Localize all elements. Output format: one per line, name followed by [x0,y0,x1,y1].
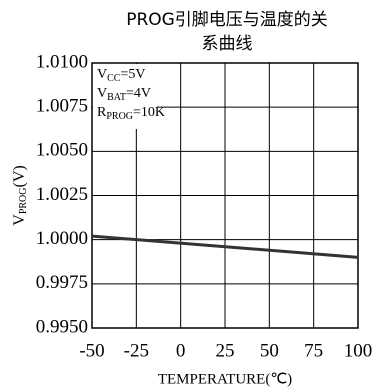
y-tick-label: 1.0100 [36,51,88,72]
plot-frame [91,62,359,329]
x-tick-label: 0 [176,340,186,361]
y-axis-label: VPROG(V) [11,165,30,225]
text-sub: BAT [107,92,126,103]
x-tick-label: 100 [344,340,373,361]
text-rest: =5V [120,67,145,82]
y-tick-label: 1.0075 [36,96,88,117]
x-tick-label: 25 [216,340,235,361]
annotation: RPROG=10K [97,105,165,122]
text-main: V [11,214,28,226]
y-tick-label: 1.0050 [36,140,88,161]
x-tick-label: 50 [260,340,279,361]
x-axis-label: TEMPERATURE(℃) [158,371,292,387]
x-tick-label: -25 [124,340,149,361]
x-tick-label: -50 [79,340,104,361]
y-tick-label: 1.0000 [36,228,88,249]
chart-title: PROG引脚电压与温度的关 [126,10,328,30]
annotation-box [93,64,157,129]
annotation: VCC=5V [97,67,145,84]
text-sub: PROG [18,187,29,214]
text-main: R [97,105,107,120]
text-sub: CC [107,73,121,84]
text-sub: PROG [106,111,133,122]
text-main: V [97,67,107,82]
data-line [91,234,359,259]
chart-title: 系曲线 [202,34,253,54]
y-tick-label: 0.9950 [36,316,88,337]
text-rest: =10K [133,105,165,120]
text-rest: (V) [11,165,28,187]
text-main: V [97,86,107,101]
y-tick-label: 0.9975 [36,272,88,293]
text-rest: =4V [126,86,151,101]
annotation: VBAT=4V [97,86,151,103]
y-tick-label: 1.0025 [36,184,88,205]
x-tick-label: 75 [304,340,323,361]
